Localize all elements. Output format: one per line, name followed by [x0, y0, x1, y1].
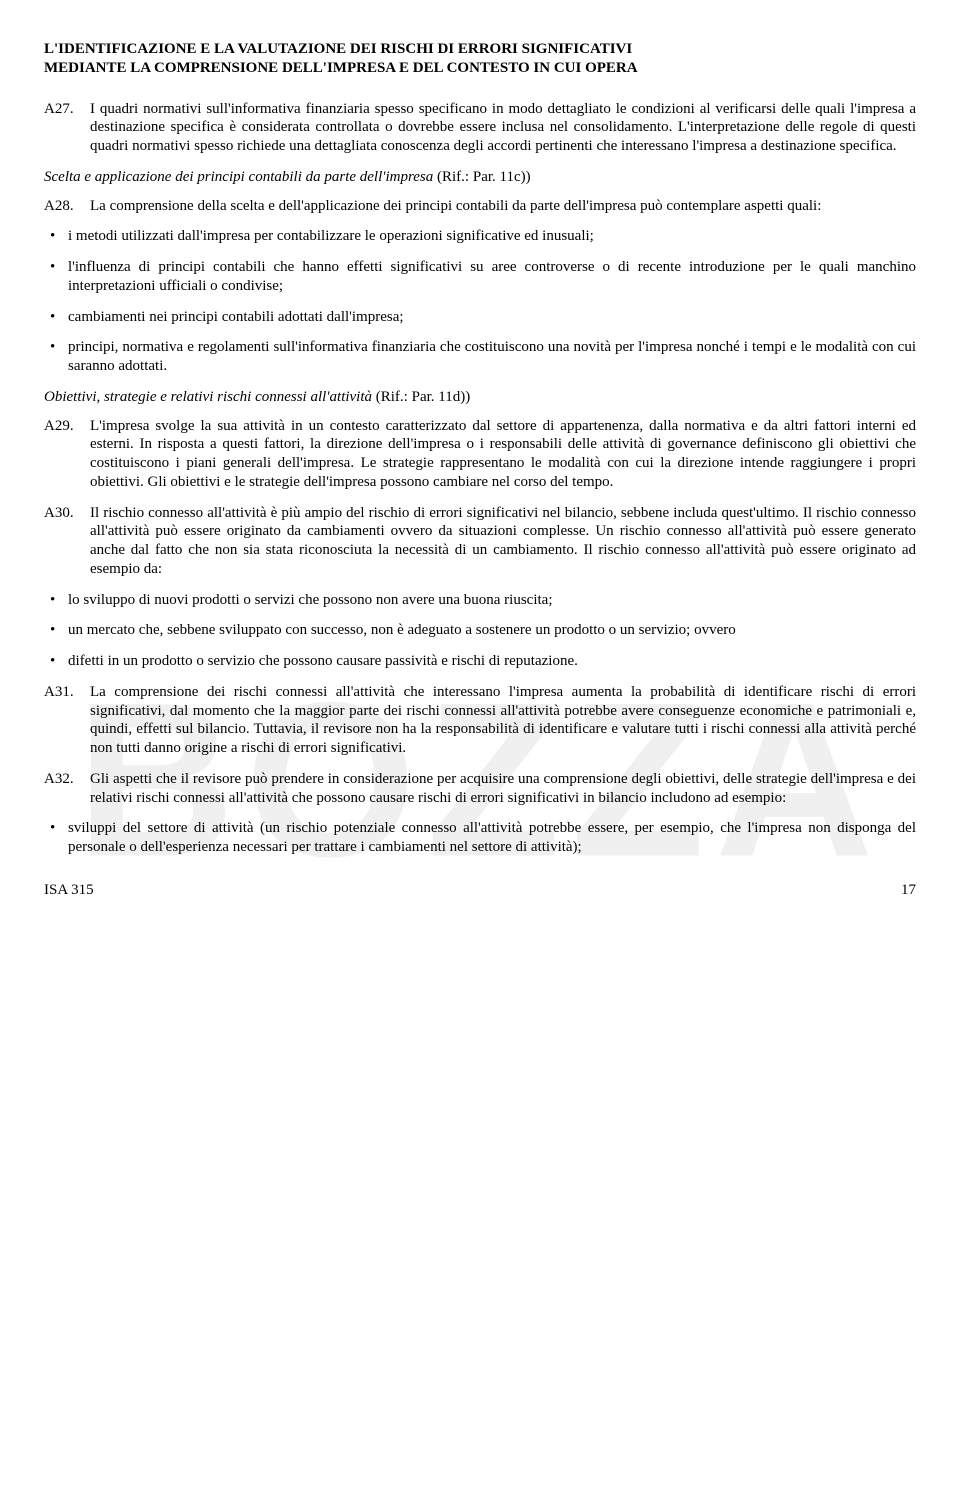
para-body-a29: L'impresa svolge la sua attività in un c…: [90, 417, 916, 492]
para-a30: A30. Il rischio connesso all'attività è …: [44, 504, 916, 579]
list-item: lo sviluppo di nuovi prodotti o servizi …: [44, 591, 916, 610]
footer-right: 17: [901, 881, 916, 900]
para-label-a28: A28.: [44, 197, 90, 216]
section1-italic: Scelta e applicazione dei principi conta…: [44, 169, 433, 185]
a32-bullets: sviluppi del settore di attività (un ris…: [44, 819, 916, 857]
list-item: principi, normativa e regolamenti sull'i…: [44, 338, 916, 376]
para-label-a30: A30.: [44, 504, 90, 579]
section1-ref: (Rif.: Par. 11c)): [433, 169, 530, 185]
para-a29: A29. L'impresa svolge la sua attività in…: [44, 417, 916, 492]
list-item: cambiamenti nei principi contabili adott…: [44, 308, 916, 327]
para-a27: A27. I quadri normativi sull'informativa…: [44, 100, 916, 156]
para-label-a29: A29.: [44, 417, 90, 492]
para-body-a27: I quadri normativi sull'informativa fina…: [90, 100, 916, 156]
para-label-a27: A27.: [44, 100, 90, 156]
list-item: i metodi utilizzati dall'impresa per con…: [44, 227, 916, 246]
section2-italic: Obiettivi, strategie e relativi rischi c…: [44, 389, 372, 405]
para-body-a28: La comprensione della scelta e dell'appl…: [90, 197, 916, 216]
para-a31: A31. La comprensione dei rischi connessi…: [44, 683, 916, 758]
section-title-1: Scelta e applicazione dei principi conta…: [44, 168, 916, 187]
list-item: difetti in un prodotto o servizio che po…: [44, 652, 916, 671]
page-content: L'IDENTIFICAZIONE E LA VALUTAZIONE DEI R…: [44, 40, 916, 900]
header-line1: L'IDENTIFICAZIONE E LA VALUTAZIONE DEI R…: [44, 41, 632, 57]
para-body-a31: La comprensione dei rischi connessi all'…: [90, 683, 916, 758]
a28-bullets: i metodi utilizzati dall'impresa per con…: [44, 227, 916, 376]
page-header: L'IDENTIFICAZIONE E LA VALUTAZIONE DEI R…: [44, 40, 916, 78]
para-a28: A28. La comprensione della scelta e dell…: [44, 197, 916, 216]
para-body-a32: Gli aspetti che il revisore può prendere…: [90, 770, 916, 808]
para-label-a31: A31.: [44, 683, 90, 758]
a30-bullets: lo sviluppo di nuovi prodotti o servizi …: [44, 591, 916, 671]
para-label-a32: A32.: [44, 770, 90, 808]
list-item: l'influenza di principi contabili che ha…: [44, 258, 916, 296]
footer-left: ISA 315: [44, 881, 94, 900]
section2-ref: (Rif.: Par. 11d)): [372, 389, 470, 405]
para-a32: A32. Gli aspetti che il revisore può pre…: [44, 770, 916, 808]
header-line2: MEDIANTE LA COMPRENSIONE DELL'IMPRESA E …: [44, 60, 638, 76]
list-item: sviluppi del settore di attività (un ris…: [44, 819, 916, 857]
section-title-2: Obiettivi, strategie e relativi rischi c…: [44, 388, 916, 407]
list-item: un mercato che, sebbene sviluppato con s…: [44, 621, 916, 640]
para-body-a30: Il rischio connesso all'attività è più a…: [90, 504, 916, 579]
page-footer: ISA 315 17: [44, 881, 916, 900]
